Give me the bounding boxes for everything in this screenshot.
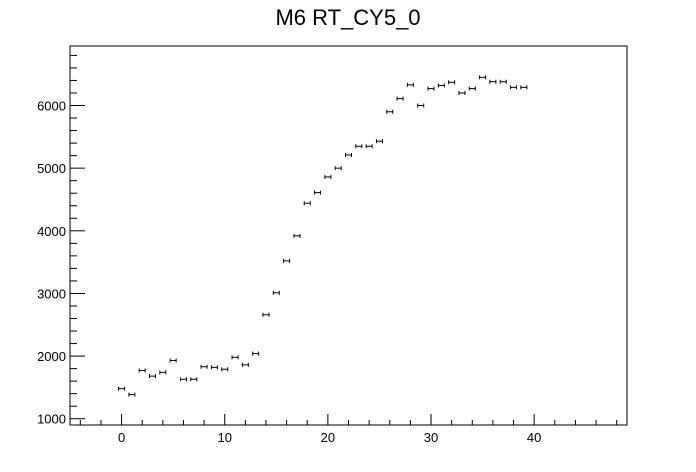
y-tick-label: 2000 [37,349,66,364]
data-point [386,109,394,114]
data-point [355,144,363,149]
x-axis: 0 10 20 30 40 [79,414,618,445]
data-point [303,201,311,206]
x-tick-label: 20 [321,430,335,445]
data-point [200,364,208,369]
y-axis: 1000 2000 3000 4000 5000 6000 [37,54,85,427]
data-point [406,82,414,87]
x-tick-label: 40 [527,430,541,445]
data-point [138,368,146,373]
data-point [128,392,136,397]
data-point [345,153,352,158]
data-point [118,386,126,391]
data-point [149,374,157,379]
data-point [169,358,177,363]
data-point [499,79,507,84]
data-point [221,367,229,372]
data-point [375,139,383,144]
chart-title: M6 RT_CY5_0 [275,5,420,30]
x-tick-label: 30 [424,430,438,445]
data-point [231,355,239,360]
data-point [458,90,466,95]
data-point [365,144,373,149]
data-series [118,75,528,397]
data-point [448,80,456,85]
data-point [396,96,404,101]
data-point [468,86,476,91]
data-point [417,103,425,108]
x-tick-label: 10 [217,430,231,445]
y-tick-label: 5000 [37,161,66,176]
y-tick-label: 1000 [37,412,66,427]
plot-frame [69,45,628,426]
data-point [210,365,218,370]
y-tick-label: 6000 [37,99,66,114]
data-point [314,190,322,195]
data-point [324,174,332,179]
data-point [293,233,301,238]
data-point [241,362,249,367]
x-tick-label: 0 [118,430,125,445]
data-point [252,351,260,356]
y-tick-label: 4000 [37,224,66,239]
data-point [510,85,518,90]
data-point [437,83,445,88]
data-point [479,75,487,80]
y-tick-label: 3000 [37,286,66,301]
data-point [159,370,167,375]
data-point [179,377,187,382]
data-point [283,258,291,263]
data-point [427,86,435,91]
data-point [520,85,528,90]
data-point [272,290,280,295]
data-point [489,79,497,84]
data-point [334,166,342,171]
data-point [262,312,270,317]
data-point [190,377,198,382]
